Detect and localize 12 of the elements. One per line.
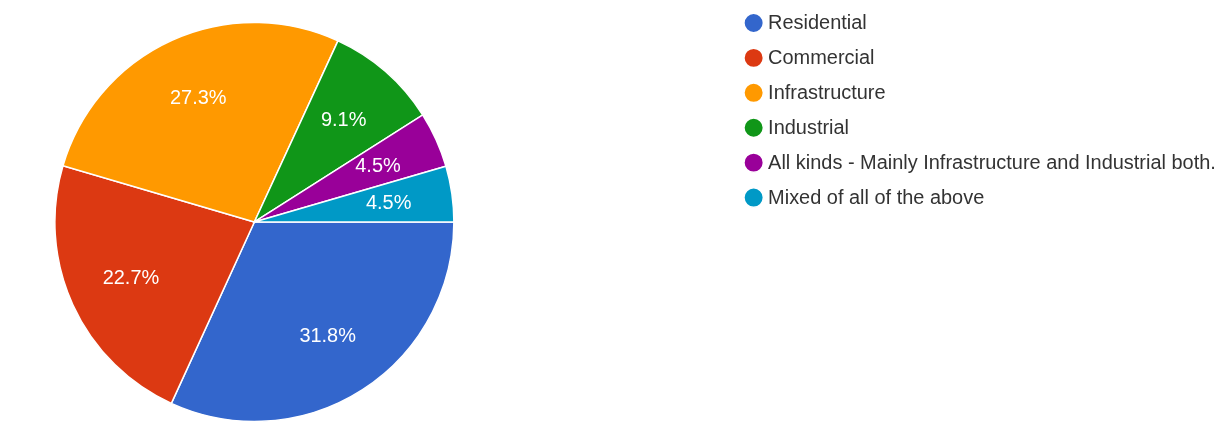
- legend-label: All kinds - Mainly Infrastructure and Industrial both.: [768, 150, 1216, 173]
- legend-label: Residential: [768, 10, 867, 33]
- legend-label: Mixed of all of the above: [768, 185, 985, 208]
- data-label: 31.8%: [299, 324, 357, 347]
- legend-label: Commercial: [768, 45, 875, 68]
- data-label: 9.1%: [320, 107, 367, 130]
- data-label: 27.3%: [170, 86, 227, 109]
- legend-label: Infrastructure: [768, 80, 886, 103]
- data-label: 4.5%: [355, 154, 401, 177]
- data-label: 22.7%: [102, 266, 160, 289]
- data-label: 4.5%: [365, 190, 412, 213]
- legend-label: Industrial: [768, 115, 850, 138]
